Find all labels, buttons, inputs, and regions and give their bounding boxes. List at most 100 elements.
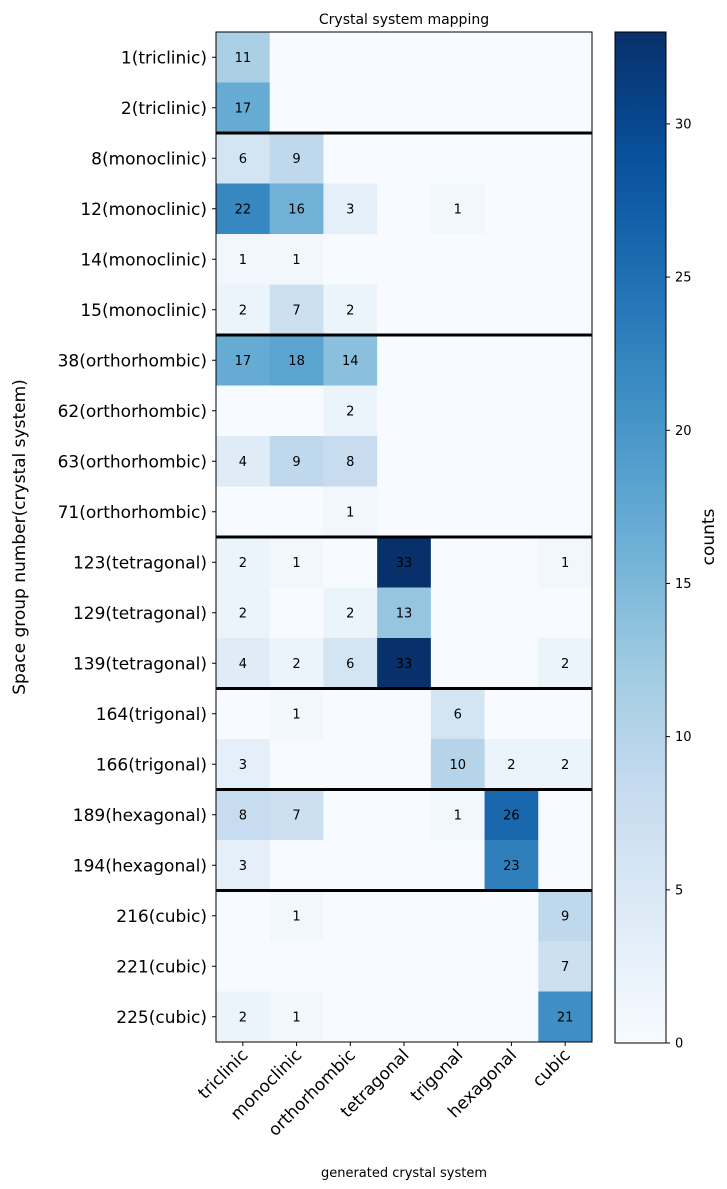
y-tick-label: 166(trigonal) [96,755,207,775]
y-tick-label: 164(trigonal) [96,705,207,725]
heatmap-cell [430,688,486,740]
heatmap-cell [484,587,539,639]
heatmap-cell [216,32,271,83]
heatmap-cell [216,991,271,1043]
heatmap-cell [538,739,593,790]
heatmap-cell [430,941,486,992]
heatmap-cell [484,385,539,437]
heatmap-cell [377,890,432,942]
heatmap-cell [377,335,432,386]
heatmap-cell [538,890,593,942]
heatmap-cell [538,82,593,134]
heatmap-cell [377,183,432,235]
heatmap-cell [216,638,271,689]
y-tick-label: 71(orthorhombic) [58,503,207,523]
heatmap-cell [323,941,378,992]
cell-value-label: 11 [235,51,252,66]
heatmap-cell [216,183,271,235]
heatmap-cell [269,183,324,235]
heatmap-cell [216,587,271,639]
heatmap-cell [538,234,593,285]
cell-value-label: 7 [561,960,569,975]
cell-value-label: 33 [396,657,413,672]
cell-value-label: 17 [235,354,252,369]
heatmap-cell [323,890,378,942]
cell-value-label: 1 [454,808,462,823]
heatmap-cell [216,82,271,134]
cell-value-label: 6 [239,152,247,167]
heatmap-cell [269,941,324,992]
heatmap-cell [430,890,486,942]
cell-value-label: 9 [292,152,300,167]
heatmap-cell [323,335,378,386]
colorbar-tick-label: 10 [675,730,692,745]
heatmap-cell [216,688,271,740]
colorbar-tick-label: 15 [675,577,692,592]
cell-value-label: 1 [239,253,247,268]
heatmap-cell [377,385,432,437]
heatmap-cell [269,991,324,1043]
cell-value-label: 6 [454,707,462,722]
heatmap-cell [538,486,593,538]
cell-value-label: 1 [454,202,462,217]
heatmap-cell [377,941,432,992]
heatmap-cell [430,32,486,83]
heatmap-cell [216,789,271,841]
heatmap-cell [430,436,486,487]
cell-value-label: 7 [292,808,300,823]
heatmap-cell [269,587,324,639]
heatmap-cell [430,385,486,437]
heatmap-cell [377,991,432,1043]
cell-value-label: 3 [346,202,354,217]
heatmap-cell [269,82,324,134]
y-tick-label: 1(triclinic) [121,48,207,68]
y-tick-label: 225(cubic) [116,1008,207,1028]
heatmap-cell [538,385,593,437]
heatmap-cell [377,537,432,588]
cell-value-label: 1 [292,1010,300,1025]
heatmap-cell [323,991,378,1043]
heatmap-cell [430,587,486,639]
heatmap-cell [377,82,432,134]
heatmap-cell [377,436,432,487]
heatmap-cell [323,82,378,134]
y-tick-label: 12(monoclinic) [80,200,207,220]
heatmap-cell [323,385,378,437]
y-tick-label: 194(hexagonal) [73,856,207,876]
heatmap-cell [430,133,486,184]
heatmap-cell [323,537,378,588]
heatmap-cell [377,739,432,790]
x-axis-ticks: triclinicmonoclinicorthorhombictetragona… [194,1042,575,1141]
heatmap-cell [430,284,486,336]
heatmap-cell [216,890,271,942]
heatmap-cell [484,436,539,487]
heatmap-cell [484,840,539,891]
heatmap-cell [538,537,593,588]
cell-value-label: 1 [292,253,300,268]
heatmap-cell [216,840,271,891]
heatmap-cell [323,789,378,841]
cell-value-label: 3 [239,758,247,773]
y-tick-label: 189(hexagonal) [73,806,207,826]
heatmap-cell [269,486,324,538]
heatmap-cell [484,82,539,134]
cell-value-label: 1 [561,556,569,571]
heatmap-cell [430,82,486,134]
heatmap-cell [377,486,432,538]
colorbar-tick-label: 25 [675,271,692,286]
heatmap-cell [430,335,486,386]
cell-value-label: 18 [288,354,305,369]
heatmap-cell [538,335,593,386]
cell-value-label: 1 [292,707,300,722]
cell-value-label: 1 [292,556,300,571]
heatmap-cell [269,840,324,891]
y-tick-label: 216(cubic) [116,907,207,927]
heatmap-cell [323,183,378,235]
heatmap-cell [484,739,539,790]
heatmap-cell [377,133,432,184]
heatmap-cell [538,284,593,336]
cell-value-label: 3 [239,859,247,874]
cell-value-label: 8 [346,455,354,470]
heatmap-cell [484,486,539,538]
